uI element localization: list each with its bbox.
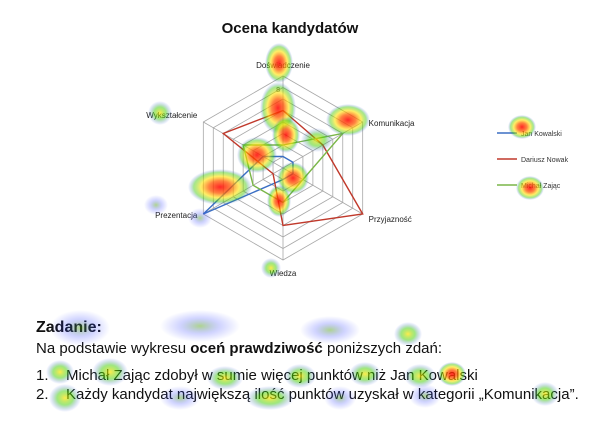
category-label: Przyjazność <box>369 215 412 224</box>
task-panel: Zadanie: Na podstawie wykresu oceń prawd… <box>36 318 596 404</box>
task-item: 2. Każdy kandydat największą ilość punkt… <box>36 385 596 404</box>
task-item-number: 2. <box>36 386 49 403</box>
task-intro-start: Na podstawie wykresu <box>36 340 191 357</box>
task-item-text: Michał Zając zdobył w sumie więcej punkt… <box>66 367 478 384</box>
task-intro-end: poniższych zdań: <box>322 340 443 357</box>
legend-label: Jan Kowalski <box>521 131 562 138</box>
task-intro: Na podstawie wykresu oceń prawdziwość po… <box>36 339 596 358</box>
task-intro-emphasis: oceń prawdziwość <box>190 340 323 357</box>
category-label: Doświadczenie <box>256 61 310 70</box>
task-heading: Zadanie: <box>36 319 102 336</box>
category-label: Wiedza <box>270 269 297 278</box>
category-label: Prezentacja <box>155 211 198 220</box>
task-list: 1. Michał Zając zdobył w sumie więcej pu… <box>36 366 596 404</box>
axis-tick-label: 8 <box>276 87 280 94</box>
task-item-number: 1. <box>36 367 49 384</box>
category-label: Wykształcenie <box>146 111 198 120</box>
category-label: Komunikacja <box>369 119 415 128</box>
task-item: 1. Michał Zając zdobył w sumie więcej pu… <box>36 366 596 385</box>
task-item-text: Każdy kandydat największą ilość punktów … <box>66 386 579 403</box>
chart-title: Ocena kandydatów <box>221 20 359 37</box>
legend-label: Michał Zając <box>521 183 561 190</box>
legend-label: Dariusz Nowak <box>521 157 569 164</box>
